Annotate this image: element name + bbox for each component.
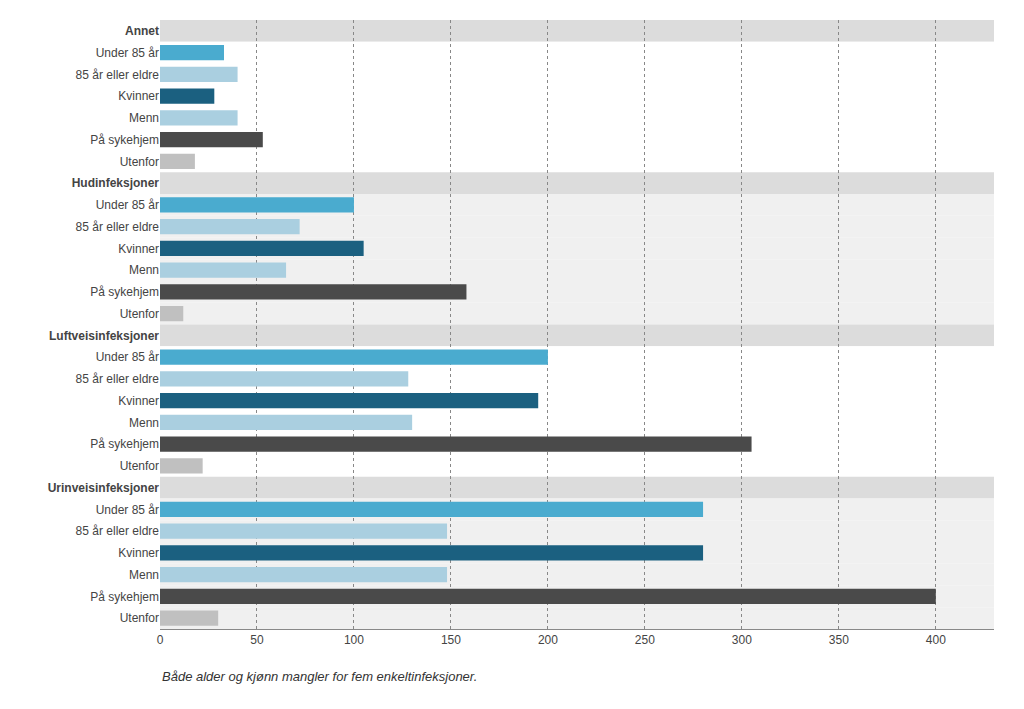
svg-text:50: 50 <box>250 633 264 647</box>
svg-text:Menn: Menn <box>129 111 159 125</box>
svg-text:100: 100 <box>344 633 364 647</box>
svg-text:Menn: Menn <box>129 568 159 582</box>
svg-text:85 år eller eldre: 85 år eller eldre <box>76 220 160 234</box>
svg-text:Annet: Annet <box>125 24 159 38</box>
svg-text:250: 250 <box>635 633 655 647</box>
svg-text:150: 150 <box>441 633 461 647</box>
svg-text:Utenfor: Utenfor <box>120 155 159 169</box>
svg-text:På sykehjem: På sykehjem <box>90 590 159 604</box>
svg-text:Hudinfeksjoner: Hudinfeksjoner <box>72 176 160 190</box>
svg-text:Utenfor: Utenfor <box>120 611 159 625</box>
svg-text:På sykehjem: På sykehjem <box>90 133 159 147</box>
svg-text:Menn: Menn <box>129 263 159 277</box>
svg-text:200: 200 <box>538 633 558 647</box>
svg-text:85 år eller eldre: 85 år eller eldre <box>76 524 160 538</box>
svg-text:Luftveisinfeksjoner: Luftveisinfeksjoner <box>49 329 159 343</box>
svg-text:Under 85 år: Under 85 år <box>96 503 159 517</box>
svg-text:Utenfor: Utenfor <box>120 307 159 321</box>
svg-text:Kvinner: Kvinner <box>118 89 159 103</box>
svg-text:85 år eller eldre: 85 år eller eldre <box>76 372 160 386</box>
svg-text:På sykehjem: På sykehjem <box>90 285 159 299</box>
svg-text:Både alder og kjønn mangler fo: Både alder og kjønn mangler for fem enke… <box>162 669 477 684</box>
svg-text:Under 85 år: Under 85 år <box>96 350 159 364</box>
svg-text:På sykehjem: På sykehjem <box>90 437 159 451</box>
svg-text:300: 300 <box>732 633 752 647</box>
svg-text:Kvinner: Kvinner <box>118 242 159 256</box>
svg-text:350: 350 <box>829 633 849 647</box>
svg-text:400: 400 <box>926 633 946 647</box>
svg-text:Utenfor: Utenfor <box>120 459 159 473</box>
svg-text:Under 85 år: Under 85 år <box>96 46 159 60</box>
svg-text:Menn: Menn <box>129 416 159 430</box>
svg-text:0: 0 <box>157 633 164 647</box>
svg-text:Kvinner: Kvinner <box>118 394 159 408</box>
svg-text:85 år eller eldre: 85 år eller eldre <box>76 68 160 82</box>
svg-text:Under 85 år: Under 85 år <box>96 198 159 212</box>
svg-text:Urinveisinfeksjoner: Urinveisinfeksjoner <box>48 481 160 495</box>
svg-text:Kvinner: Kvinner <box>118 546 159 560</box>
